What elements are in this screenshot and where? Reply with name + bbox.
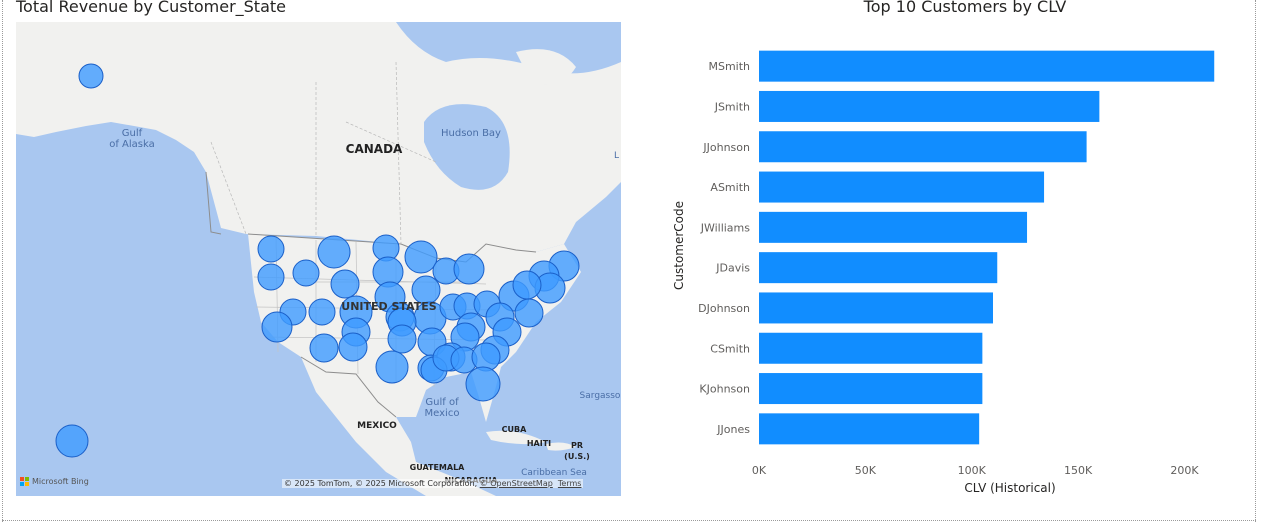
category-label: DJohnson [698, 302, 750, 315]
y-axis-title: CustomerCode [672, 200, 686, 290]
label-edge: L [613, 151, 619, 161]
category-label: JJones [716, 423, 750, 436]
label-hudson-bay: Hudson Bay [441, 128, 501, 139]
bing-logo: Microsoft Bing [20, 477, 89, 486]
label-canada: CANADA [345, 142, 403, 156]
revenue-bubble[interactable] [257, 263, 285, 291]
label-gulf-alaska: Gulf of Alaska [109, 128, 155, 150]
cuba-island [486, 430, 546, 445]
revenue-bubble[interactable] [317, 235, 351, 269]
bar-kjohnson[interactable] [759, 373, 983, 405]
label-mexico: MEXICO [357, 421, 397, 431]
microsoft-logo-icon [20, 477, 29, 486]
revenue-bubble[interactable] [465, 366, 501, 402]
terms-link[interactable]: Terms [557, 479, 582, 488]
revenue-bubble[interactable] [308, 298, 336, 326]
category-label: JSmith [714, 100, 750, 113]
label-cuba: CUBA [501, 425, 527, 434]
label-gulf-mexico: Gulf of Mexico [424, 397, 460, 419]
bar-asmith[interactable] [759, 171, 1045, 203]
bar-jwilliams[interactable] [759, 211, 1028, 243]
category-label: KJohnson [699, 383, 750, 396]
label-caribbean: Caribbean Sea [521, 468, 587, 478]
bing-logo-text: Microsoft Bing [32, 477, 89, 486]
revenue-map[interactable]: Gulf of Alaska CANADA Hudson Bay UNITED … [16, 22, 621, 496]
revenue-bubble[interactable] [338, 332, 368, 362]
revenue-bubble[interactable] [375, 350, 409, 384]
bar-msmith[interactable] [759, 50, 1215, 82]
bar-chart[interactable]: MSmith JSmith JJohnson ASmith JWilliams JDavi… [660, 30, 1260, 475]
left-border [2, 0, 3, 522]
map-canvas[interactable] [16, 22, 621, 496]
label-guatemala: GUATEMALA [409, 463, 465, 472]
map-attribution: © 2025 TomTom, © 2025 Microsoft Corporat… [282, 479, 584, 488]
category-label: MSmith [708, 60, 750, 73]
bar-chart-title: Top 10 Customers by CLV [863, 0, 1067, 16]
x-tick-label: 200K [1170, 464, 1199, 475]
openstreetmap-link[interactable]: © OpenStreetMap [479, 479, 553, 488]
attribution-text: © 2025 TomTom, © 2025 Microsoft Corporat… [284, 479, 480, 488]
revenue-bubbles[interactable] [55, 63, 580, 458]
landmass-mexico [301, 357, 496, 496]
province-lines [210, 61, 437, 245]
label-haiti: HAITI [526, 439, 552, 448]
revenue-bubble[interactable] [514, 298, 544, 328]
x-axis-title: CLV (Historical) [964, 481, 1056, 495]
hudson-bay [424, 104, 510, 190]
bar-jdavis[interactable] [759, 252, 998, 284]
right-border [1255, 0, 1256, 522]
alaska-border [205, 171, 222, 235]
revenue-bubble[interactable] [387, 324, 417, 354]
us-mexico-border [300, 356, 397, 418]
hispaniola-island [546, 442, 576, 451]
x-tick-label: 100K [958, 464, 987, 475]
category-label: CSmith [710, 342, 750, 355]
category-label: JJohnson [702, 141, 750, 154]
label-pr: PR (U.S.) [564, 441, 590, 461]
revenue-bubble[interactable] [404, 240, 438, 274]
revenue-bubble[interactable] [512, 270, 542, 300]
category-label: JDavis [715, 262, 750, 275]
label-united-states: UNITED STATES [341, 300, 437, 313]
revenue-bubble[interactable] [257, 235, 285, 263]
bar-jjones[interactable] [759, 413, 980, 445]
revenue-bubble[interactable] [453, 253, 485, 285]
bottom-border [2, 520, 1256, 521]
x-tick-label: 0K [752, 464, 767, 475]
revenue-bubble[interactable] [261, 311, 293, 343]
revenue-bubble[interactable] [292, 259, 320, 287]
x-tick-label: 150K [1064, 464, 1093, 475]
bar-jjohnson[interactable] [759, 131, 1087, 163]
arctic-island [516, 49, 576, 85]
map-title: Total Revenue by Customer_State [16, 0, 286, 16]
revenue-bubble[interactable] [78, 63, 104, 89]
bar-jsmith[interactable] [759, 90, 1100, 122]
category-label: ASmith [710, 181, 750, 194]
revenue-bubble[interactable] [330, 269, 360, 299]
x-tick-label: 50K [855, 464, 877, 475]
bar-djohnson[interactable] [759, 292, 993, 324]
category-label: JWilliams [700, 221, 751, 234]
landmass-north [16, 22, 621, 262]
bar-csmith[interactable] [759, 332, 983, 364]
label-sargasso: Sargasso [579, 391, 621, 401]
revenue-bubble[interactable] [309, 333, 339, 363]
revenue-bubble[interactable] [55, 424, 89, 458]
